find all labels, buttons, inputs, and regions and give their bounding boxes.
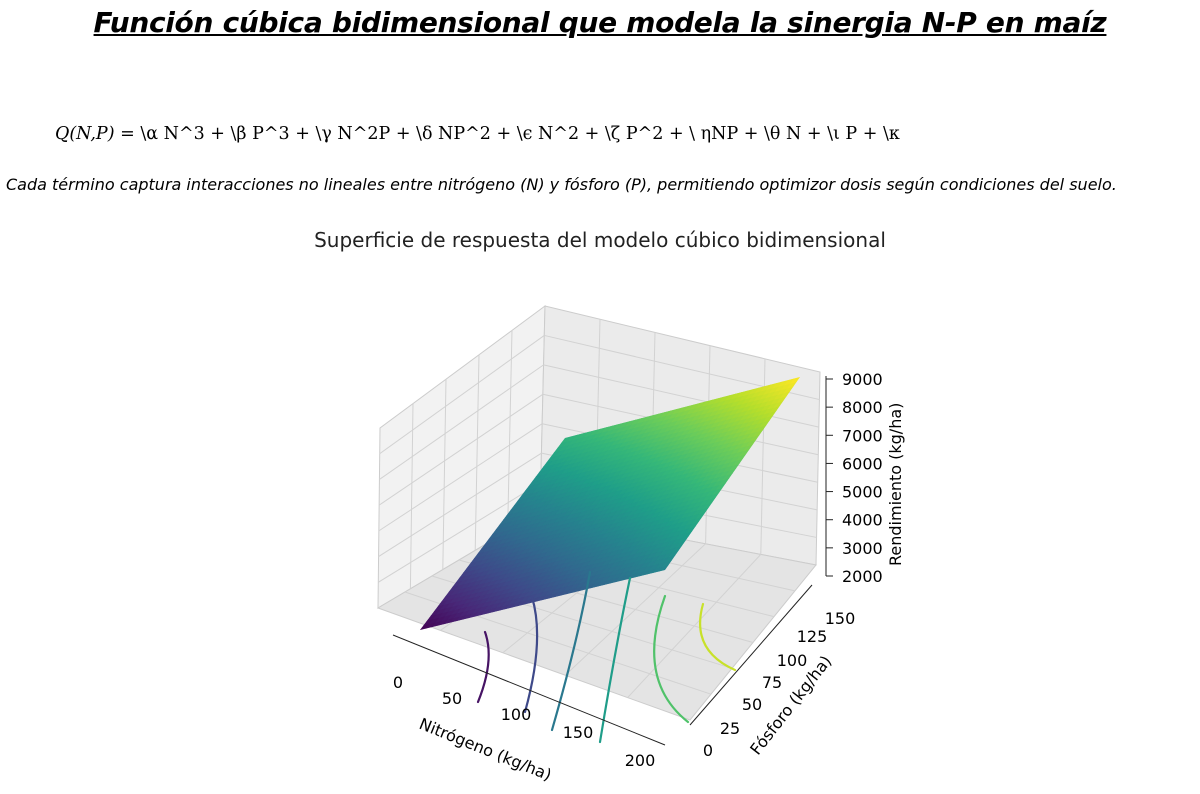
z-tick-label: 5000 [842,483,883,502]
contour-line [598,576,632,744]
z-tick-label: 8000 [842,398,883,417]
formula-lhs: Q(N,P) [55,124,115,144]
contour-line [523,595,539,714]
contour-line [476,630,490,704]
y-tick-label: 25 [720,719,740,738]
contour-line [653,594,690,724]
y-tick-label: 75 [762,673,782,692]
x-tick-label: 50 [442,689,462,708]
z-tick-label: 9000 [842,370,883,389]
z-tick-label: 6000 [842,454,883,473]
x-axis-ticks: 0 50 100 150 200 [393,673,655,770]
chart-title: Superficie de respuesta del modelo cúbic… [314,228,886,252]
y-tick-label: 150 [825,609,856,628]
surface-patch [789,377,800,384]
x-tick-label: 100 [501,705,532,724]
y-tick-label: 100 [777,651,808,670]
x-tick-label: 200 [625,751,656,770]
x-axis-line [392,634,666,746]
x-tick-label: 150 [563,723,594,742]
formula-rhs: = \α N^3 + \β P^3 + \γ N^2P + \δ NP^2 + … [120,124,900,144]
x-axis-label: Nitrógeno (kg/ha) [417,714,555,784]
z-axis-ticks: 2000 3000 4000 5000 6000 7000 8000 9000 [826,370,883,586]
z-tick-label: 4000 [842,511,883,530]
z-tick-label: 7000 [842,426,883,445]
y-tick-label: 50 [742,695,762,714]
contour-lines [476,570,737,744]
description-paragraph: Cada término captura interacciones no li… [6,175,1117,194]
y-axis-line [689,584,813,726]
y-tick-label: 125 [797,627,828,646]
document-title: Función cúbica bidimensional que modela … [93,6,1107,39]
contour-line [699,602,737,672]
x-tick-label: 0 [393,673,403,692]
y-tick-label: 0 [703,741,713,760]
cubic-formula: Q(N,P) = \α N^3 + \β P^3 + \γ N^2P + \δ … [55,124,1175,144]
z-tick-label: 3000 [842,539,883,558]
z-axis-label: Rendimiento (kg/ha) [886,403,905,566]
contour-line [550,570,592,732]
response-surface [420,377,800,630]
z-tick-label: 2000 [842,567,883,586]
